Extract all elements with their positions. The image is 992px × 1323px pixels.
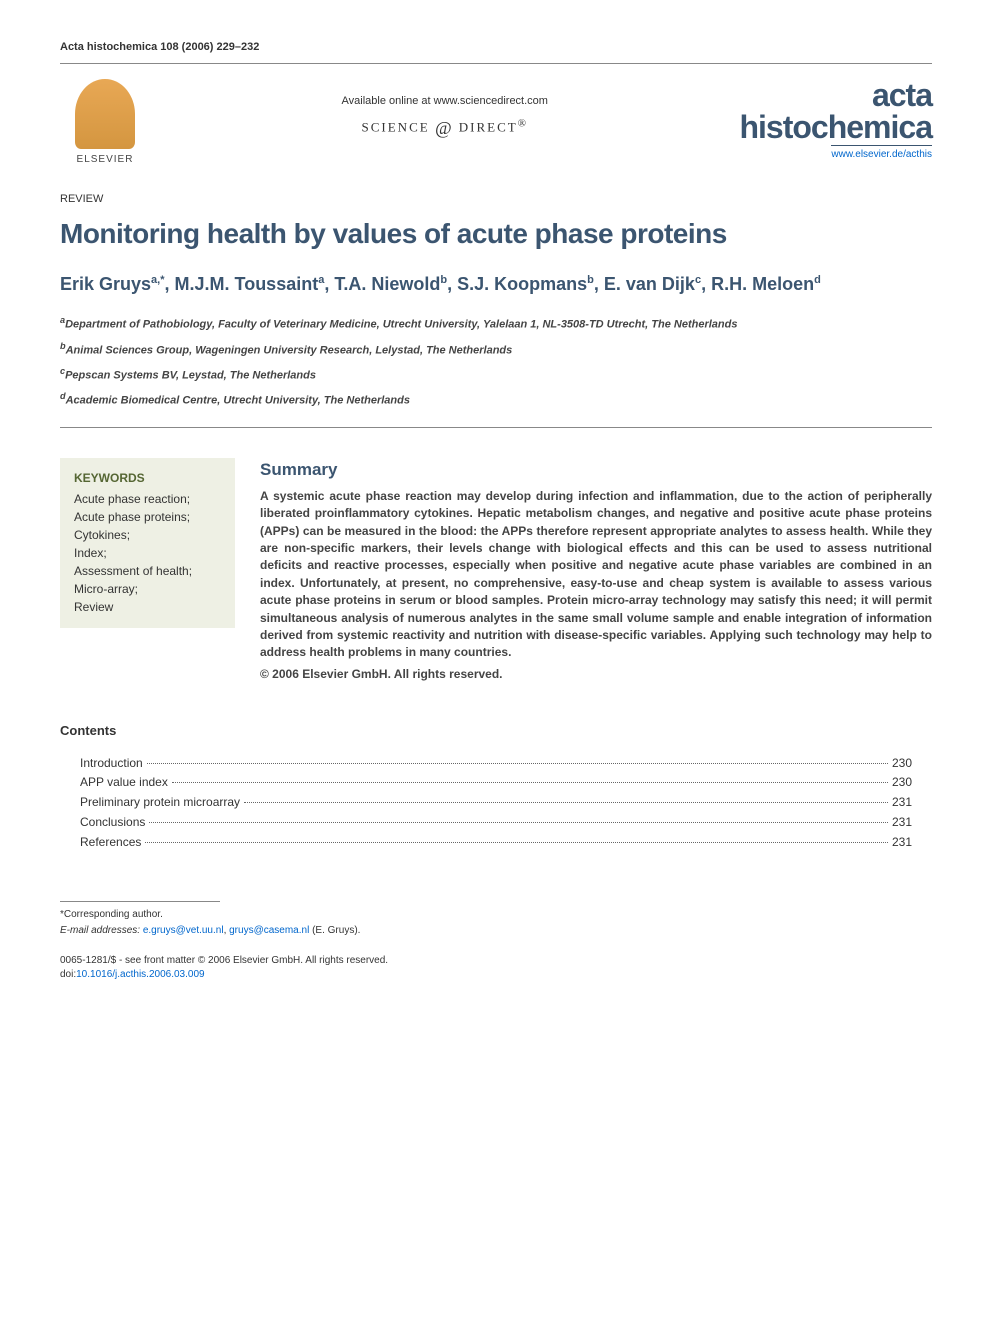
email-suffix: (E. Gruys).	[312, 925, 360, 936]
author: T.A. Niewoldb	[334, 274, 447, 294]
sciencedirect-block: Available online at www.sciencedirect.co…	[342, 79, 548, 141]
contents-item[interactable]: Preliminary protein microarray 231	[80, 794, 912, 811]
author: E. van Dijkc	[604, 274, 701, 294]
contents-list: Introduction 230 APP value index 230 Pre…	[60, 755, 932, 851]
affiliation: bAnimal Sciences Group, Wageningen Unive…	[60, 340, 932, 359]
keywords-box: KEYWORDS Acute phase reaction;Acute phas…	[60, 458, 235, 628]
header-row: ELSEVIER Available online at www.science…	[60, 79, 932, 167]
corresponding-author-note: *Corresponding author.	[60, 908, 932, 922]
contents-page: 230	[892, 774, 912, 791]
contents-label: Preliminary protein microarray	[80, 794, 240, 811]
author: Erik Gruysa,*	[60, 274, 165, 294]
contents-label: Introduction	[80, 755, 143, 772]
contents-page: 231	[892, 814, 912, 831]
sd-at-icon: @	[435, 118, 454, 138]
contents-item[interactable]: Conclusions 231	[80, 814, 912, 831]
affiliation: cPepscan Systems BV, Leystad, The Nether…	[60, 365, 932, 384]
email-label: E-mail addresses:	[60, 925, 140, 936]
running-header: Acta histochemica 108 (2006) 229–232	[60, 40, 932, 55]
top-rule	[60, 63, 932, 64]
contents-label: Conclusions	[80, 814, 145, 831]
contents-title: Contents	[60, 722, 932, 740]
contents-item[interactable]: APP value index 230	[80, 774, 912, 791]
sciencedirect-logo: SCIENCE @ DIRECT®	[342, 116, 548, 141]
doi-label: doi:	[60, 969, 76, 980]
journal-name-line2: histochemica	[739, 111, 932, 143]
keywords-title: KEYWORDS	[74, 470, 221, 487]
sd-logo-left: SCIENCE	[362, 119, 430, 134]
elsevier-label: ELSEVIER	[77, 153, 134, 167]
journal-name-line1: acta	[739, 79, 932, 111]
summary-text: A systemic acute phase reaction may deve…	[260, 488, 932, 662]
email-link-1[interactable]: e.gruys@vet.uu.nl	[143, 925, 224, 936]
contents-page: 230	[892, 755, 912, 772]
summary-copyright: © 2006 Elsevier GmbH. All rights reserve…	[260, 666, 932, 683]
journal-logo-block: acta histochemica www.elsevier.de/acthis	[739, 79, 932, 162]
journal-url-link[interactable]: www.elsevier.de/acthis	[831, 145, 932, 162]
abstract-row: KEYWORDS Acute phase reaction;Acute phas…	[60, 458, 932, 683]
footnote-rule	[60, 901, 220, 902]
keywords-list: Acute phase reaction;Acute phase protein…	[74, 490, 221, 616]
article-title: Monitoring health by values of acute pha…	[60, 214, 932, 253]
contents-label: APP value index	[80, 774, 168, 791]
sd-available-text: Available online at www.sciencedirect.co…	[342, 94, 548, 109]
authors-list: Erik Gruysa,*, M.J.M. Toussainta, T.A. N…	[60, 273, 932, 296]
author: R.H. Meloend	[711, 274, 821, 294]
email-link-2[interactable]: gruys@casema.nl	[229, 925, 309, 936]
elsevier-logo-block: ELSEVIER	[60, 79, 150, 167]
doi-link[interactable]: 10.1016/j.acthis.2006.03.009	[76, 969, 204, 980]
summary-title: Summary	[260, 458, 932, 482]
doi-block: 0065-1281/$ - see front matter © 2006 El…	[60, 954, 932, 982]
contents-dots	[149, 822, 888, 823]
contents-page: 231	[892, 834, 912, 851]
summary-block: Summary A systemic acute phase reaction …	[260, 458, 932, 683]
sd-logo-right: DIRECT	[459, 119, 518, 134]
issn-line: 0065-1281/$ - see front matter © 2006 El…	[60, 954, 932, 968]
author: S.J. Koopmansb	[457, 274, 594, 294]
contents-dots	[244, 802, 888, 803]
elsevier-tree-icon	[75, 79, 135, 149]
contents-dots	[147, 763, 888, 764]
author: M.J.M. Toussainta	[175, 274, 325, 294]
article-type: REVIEW	[60, 192, 932, 207]
contents-item[interactable]: References 231	[80, 834, 912, 851]
contents-label: References	[80, 834, 141, 851]
contents-dots	[172, 782, 888, 783]
affiliation: dAcademic Biomedical Centre, Utrecht Uni…	[60, 390, 932, 409]
email-line: E-mail addresses: e.gruys@vet.uu.nl, gru…	[60, 924, 932, 938]
affiliation: aDepartment of Pathobiology, Faculty of …	[60, 314, 932, 333]
contents-page: 231	[892, 794, 912, 811]
contents-item[interactable]: Introduction 230	[80, 755, 912, 772]
affiliation-rule	[60, 427, 932, 428]
contents-dots	[145, 842, 888, 843]
